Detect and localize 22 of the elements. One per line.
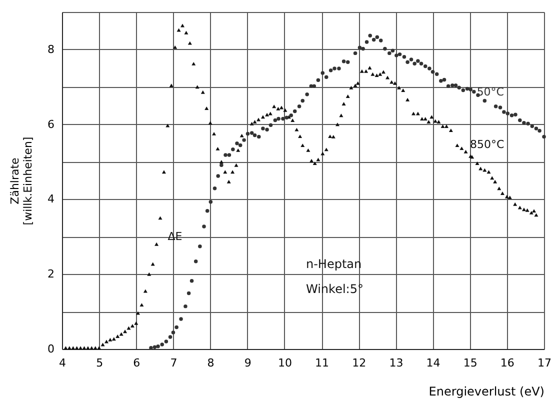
y-tick-label: 0 [48,342,54,356]
y-tick-label: 2 [48,268,54,281]
y-axis-title: Zählrate [willk.Einheiten] [8,136,34,226]
x-tick-label: 12 [352,356,366,370]
x-tick-label: 11 [315,356,330,370]
x-tick-label: 10 [278,356,292,370]
y-tick-label: 8 [48,42,54,56]
x-tick-label: 14 [426,356,440,370]
x-tick-label: 16 [500,356,514,370]
x-tick-label: 17 [538,356,552,370]
x-tick-label: 15 [463,356,478,370]
x-tick-label: 4 [59,356,66,370]
x-tick-label: 5 [96,356,104,370]
x-tick-label: 6 [133,356,140,370]
x-tick-label: 8 [207,356,214,370]
x-axis-title: Energieverlust (eV) [428,384,544,398]
series-label: 50°C [476,86,504,99]
x-tick-label: 9 [244,356,252,370]
y-tick-label: 6 [48,118,54,131]
y-tick-label: 4 [48,192,54,206]
x-tick-label: 7 [170,356,178,370]
x-tick-label: 13 [389,356,404,370]
